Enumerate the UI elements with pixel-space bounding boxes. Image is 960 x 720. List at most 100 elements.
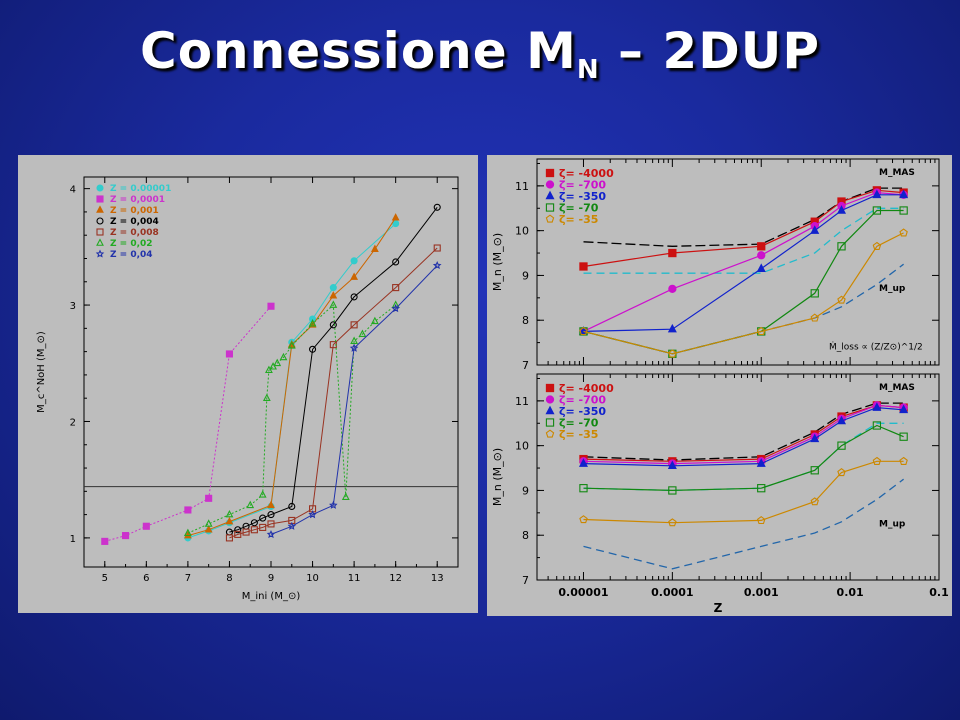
data-point <box>329 284 337 292</box>
legend-label: Z = 0,04 <box>110 250 153 260</box>
legend-label: ζ= -35 <box>559 428 598 441</box>
series-4: ζ= -35 <box>545 213 908 358</box>
data-point <box>225 350 233 358</box>
series-1: Z = 0,0001 <box>96 195 275 545</box>
legend-marker <box>545 180 555 189</box>
x-tick-label: 7 <box>185 573 191 584</box>
data-point <box>308 510 317 519</box>
data-point <box>329 321 337 329</box>
data-point <box>308 319 317 327</box>
data-point <box>329 500 338 509</box>
data-point <box>350 272 359 280</box>
data-point <box>267 302 275 310</box>
data-point <box>329 300 338 308</box>
data-point <box>329 291 338 299</box>
data-point <box>242 528 250 536</box>
data-point <box>250 519 258 527</box>
y-axis-label: M_n (M_⊙) <box>491 233 504 291</box>
data-point <box>433 244 441 252</box>
data-point <box>287 341 296 349</box>
data-point <box>350 257 358 265</box>
mn-vs-z-chart-panel: 7 8 9 10 11 M_n (M_⊙) ζ= -4000 ζ= -700 ζ= -350 ζ=… <box>487 155 952 616</box>
data-point <box>756 516 766 525</box>
legend-marker <box>96 217 104 225</box>
legend-label: ζ= -350 <box>559 190 606 203</box>
data-point <box>899 206 908 215</box>
data-point <box>259 514 267 522</box>
series-line <box>187 217 397 537</box>
data-point <box>757 484 766 493</box>
data-point <box>358 329 367 337</box>
data-point <box>668 349 677 358</box>
y-tick-label: 9 <box>522 269 529 282</box>
data-point <box>250 526 258 534</box>
data-point <box>810 497 819 506</box>
data-point <box>101 537 109 545</box>
legend-label: Z = 0,004 <box>110 217 159 227</box>
y-tick-label: 2 <box>70 417 76 428</box>
data-point <box>392 284 400 292</box>
legend-label: ζ= -700 <box>559 179 606 192</box>
legend-marker <box>545 203 555 212</box>
legend-label: ζ= -700 <box>559 394 606 407</box>
x-tick-label: 10 <box>306 573 319 584</box>
data-point <box>872 189 882 199</box>
data-point <box>579 515 588 524</box>
x-axis-label: M_ini (M_⊙) <box>242 591 301 602</box>
data-point <box>899 189 909 199</box>
data-point <box>267 520 275 528</box>
legend-label: Z = 0.00001 <box>110 184 171 194</box>
data-point <box>836 415 847 425</box>
data-point <box>350 293 358 301</box>
data-point <box>810 466 819 475</box>
legend-label: ζ= -70 <box>559 202 599 215</box>
series-3: Z = 0,004 <box>96 203 441 536</box>
x-tick-label: 12 <box>389 573 402 584</box>
data-point <box>837 468 846 477</box>
legend-label: Z = 0,008 <box>110 228 159 238</box>
legend-marker <box>96 184 104 192</box>
mup-annotation: M_up <box>879 519 906 529</box>
series-line <box>229 206 438 533</box>
data-point <box>668 486 677 495</box>
data-point <box>258 490 267 498</box>
series-line <box>583 209 904 355</box>
data-point <box>756 326 766 336</box>
legend-label: ζ= -70 <box>559 417 599 430</box>
data-point <box>350 321 358 329</box>
x-tick-label: 11 <box>348 573 361 584</box>
data-point <box>872 421 882 430</box>
data-point <box>578 458 588 467</box>
data-point <box>265 365 273 374</box>
x-tick-label: 0.1 <box>929 586 949 599</box>
data-point <box>757 251 766 260</box>
data-point <box>273 358 282 367</box>
data-point <box>122 532 130 540</box>
data-point <box>392 220 400 228</box>
x-tick-label: 9 <box>268 573 274 584</box>
data-point <box>836 205 847 214</box>
y-axis-label: M_n (M_⊙) <box>491 448 504 506</box>
data-point <box>269 362 277 370</box>
legend-marker <box>545 190 555 200</box>
data-point <box>810 225 820 234</box>
data-point <box>391 304 400 313</box>
data-point <box>225 509 234 518</box>
data-point <box>810 433 820 443</box>
data-point <box>899 432 908 441</box>
data-point <box>267 511 275 519</box>
data-point <box>267 500 275 509</box>
legend-label: ζ= -4000 <box>559 167 614 180</box>
y-tick-label: 3 <box>70 301 76 312</box>
y-tick-label: 11 <box>515 395 529 408</box>
data-point <box>262 393 271 401</box>
slide-title: Connessione MN – 2DUP <box>0 22 960 85</box>
series-line <box>187 304 397 534</box>
series-line <box>583 194 904 332</box>
y-tick-label: 10 <box>515 225 529 238</box>
reference-dashed-line <box>583 187 904 247</box>
data-point <box>668 248 677 258</box>
data-point <box>225 516 234 525</box>
